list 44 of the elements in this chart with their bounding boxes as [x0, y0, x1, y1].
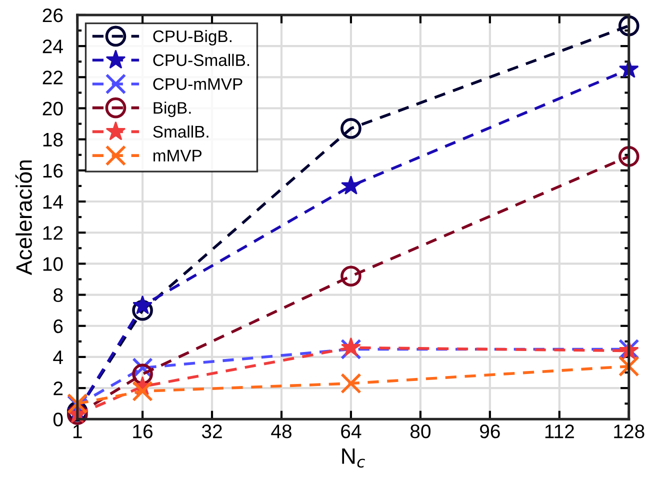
y-tick-label: 22 [42, 70, 63, 84]
y-tick-label: 10 [43, 257, 63, 271]
point [340, 266, 362, 287]
x-tick-label: 32 [202, 424, 222, 438]
legend-label: CPU-mMVP [153, 78, 242, 90]
point [618, 146, 640, 167]
legend-label: SmallB. [153, 125, 208, 138]
y-tick-label: 26 [42, 8, 63, 22]
y-tick-label: 0 [53, 412, 63, 426]
point [618, 356, 640, 377]
y-tick-label: 12 [43, 226, 63, 240]
point [132, 364, 153, 384]
legend-label: mMVP [154, 150, 202, 162]
point [340, 372, 362, 394]
x-tick-label: 48 [271, 424, 292, 438]
point [340, 118, 362, 139]
x-tick-label: 1 [73, 424, 82, 438]
x-tick-label: 16 [133, 424, 152, 438]
y-tick-label: 2 [54, 382, 63, 396]
x-tick-label: 96 [480, 424, 500, 438]
legend-label: CPU-SmallB. [153, 54, 250, 66]
point [132, 300, 153, 321]
x-tick-label: 80 [410, 424, 430, 438]
y-tick-label: 18 [43, 132, 63, 147]
y-tick-label: 14 [43, 195, 63, 209]
point [132, 295, 152, 314]
y-tick-label: 24 [42, 40, 63, 54]
x-tick-label: 64 [341, 424, 362, 438]
point [341, 337, 361, 356]
x-tick-label: 112 [545, 424, 574, 438]
y-tick-label: 16 [43, 164, 63, 178]
y-tick-label: 4 [53, 350, 63, 364]
point [340, 338, 362, 360]
y-tick-label: 20 [42, 102, 63, 116]
x-axis-title: N$_{c}$ [342, 448, 365, 468]
y-tick-label: 8 [54, 288, 63, 302]
point [132, 380, 153, 402]
point [341, 176, 361, 195]
legend-label: BigB. [154, 102, 191, 118]
y-tick-label: 6 [54, 319, 63, 334]
x-tick-label: 128 [614, 424, 644, 438]
point [618, 15, 640, 36]
legend-label: CPU-BigB. [153, 30, 232, 46]
y-axis-title: Aceleración [15, 160, 32, 276]
